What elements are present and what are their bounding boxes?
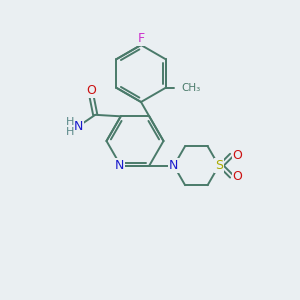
Text: N: N — [74, 120, 83, 133]
Text: H: H — [66, 127, 74, 136]
Text: O: O — [232, 149, 242, 162]
Text: N: N — [115, 159, 124, 172]
Text: CH₃: CH₃ — [182, 83, 201, 93]
Text: F: F — [137, 32, 145, 45]
Text: O: O — [87, 84, 97, 97]
Text: S: S — [215, 159, 223, 172]
Text: N: N — [169, 159, 178, 172]
Text: H: H — [66, 117, 74, 127]
Text: O: O — [232, 170, 242, 183]
